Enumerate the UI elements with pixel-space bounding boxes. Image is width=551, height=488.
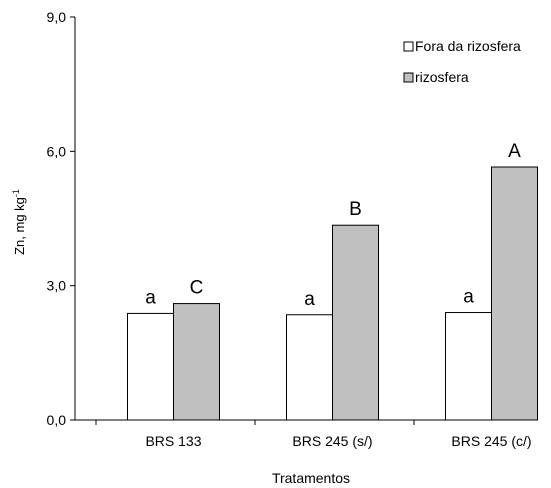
y-tick-label: 6,0 [47, 143, 67, 159]
legend-label-rizosfera: rizosfera [415, 69, 469, 85]
bar-significance-label: a [304, 289, 315, 310]
y-axis-ticks: 0,0 3,0 6,0 9,0 [47, 9, 75, 428]
bar-rizosfera [491, 166, 538, 421]
bar-labels: a Ca Ba A [145, 141, 521, 310]
axes [74, 17, 535, 421]
y-tick-label: 3,0 [47, 278, 67, 294]
x-tick-label: BRS 133 [145, 433, 201, 449]
y-axis-title-main: Zn, mg kg [12, 197, 27, 255]
y-axis-title: Zn, mg kg-1 [11, 189, 27, 255]
x-tick-label: BRS 245 (c/) [451, 433, 531, 449]
bar-significance-label: C [190, 278, 204, 299]
bar-fora [286, 314, 333, 421]
x-tick-label: BRS 245 (s/) [292, 433, 372, 449]
bar-fora [127, 312, 174, 421]
legend-swatch-fora [403, 41, 414, 52]
legend: Fora da rizosfera rizosfera [403, 38, 521, 85]
x-axis-ticks: BRS 133 BRS 245 (s/) BRS 245 (c/) [95, 420, 532, 449]
bar-significance-label: a [463, 287, 474, 308]
bars [127, 166, 538, 421]
legend-label-fora: Fora da rizosfera [415, 38, 521, 54]
y-tick-label: 9,0 [47, 9, 67, 25]
bar-rizosfera [173, 303, 220, 421]
bar-significance-label: a [145, 287, 156, 308]
y-tick-label: 0,0 [47, 412, 67, 428]
bar-rizosfera [332, 224, 379, 421]
bar-significance-label: B [349, 199, 362, 220]
y-axis-title-exponent: -1 [11, 189, 21, 197]
bar-fora [445, 312, 492, 421]
legend-swatch-rizosfera [403, 72, 414, 83]
bar-significance-label: A [508, 141, 521, 162]
x-axis-title: Tratamentos [272, 470, 350, 486]
